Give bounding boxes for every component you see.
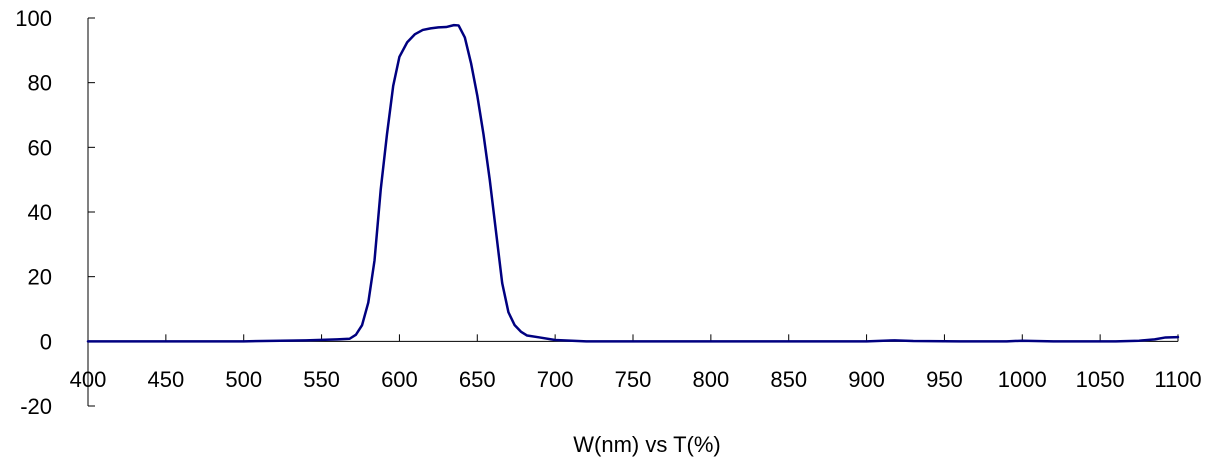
x-tick-label: 550 — [303, 367, 340, 392]
x-axis-label: W(nm) vs T(%) — [573, 432, 720, 457]
series-layer — [86, 23, 1180, 343]
y-axis: -20 0 20 40 60 80 100 — [15, 6, 95, 419]
x-tick-label: 700 — [537, 367, 574, 392]
x-tick-label: 900 — [848, 367, 885, 392]
x-tick-label: 1100 — [1154, 367, 1201, 392]
x-tick-label: 600 — [381, 367, 418, 392]
x-tick-label: 850 — [770, 367, 807, 392]
x-tick-label: 1000 — [998, 367, 1047, 392]
x-tick-label: 1050 — [1076, 367, 1125, 392]
x-tick-label: 400 — [70, 367, 107, 392]
y-tick-label: 20 — [28, 265, 52, 290]
y-tick-label: 60 — [28, 135, 52, 160]
x-axis: 400 450 500 550 600 650 700 750 800 850 900 950 1000… — [70, 334, 1202, 392]
x-tick-label: 950 — [926, 367, 963, 392]
x-tick-label: 500 — [225, 367, 262, 392]
x-tick-label: 750 — [615, 367, 652, 392]
transmission-series-line — [86, 23, 1180, 343]
x-tick-label: 800 — [692, 367, 729, 392]
y-tick-label: 40 — [28, 200, 52, 225]
x-tick-label: 650 — [459, 367, 496, 392]
y-tick-label: 0 — [40, 329, 52, 354]
x-tick-label: 450 — [147, 367, 184, 392]
y-tick-label: -20 — [20, 394, 52, 419]
y-tick-label: 80 — [28, 71, 52, 96]
y-tick-label: 100 — [15, 6, 52, 31]
